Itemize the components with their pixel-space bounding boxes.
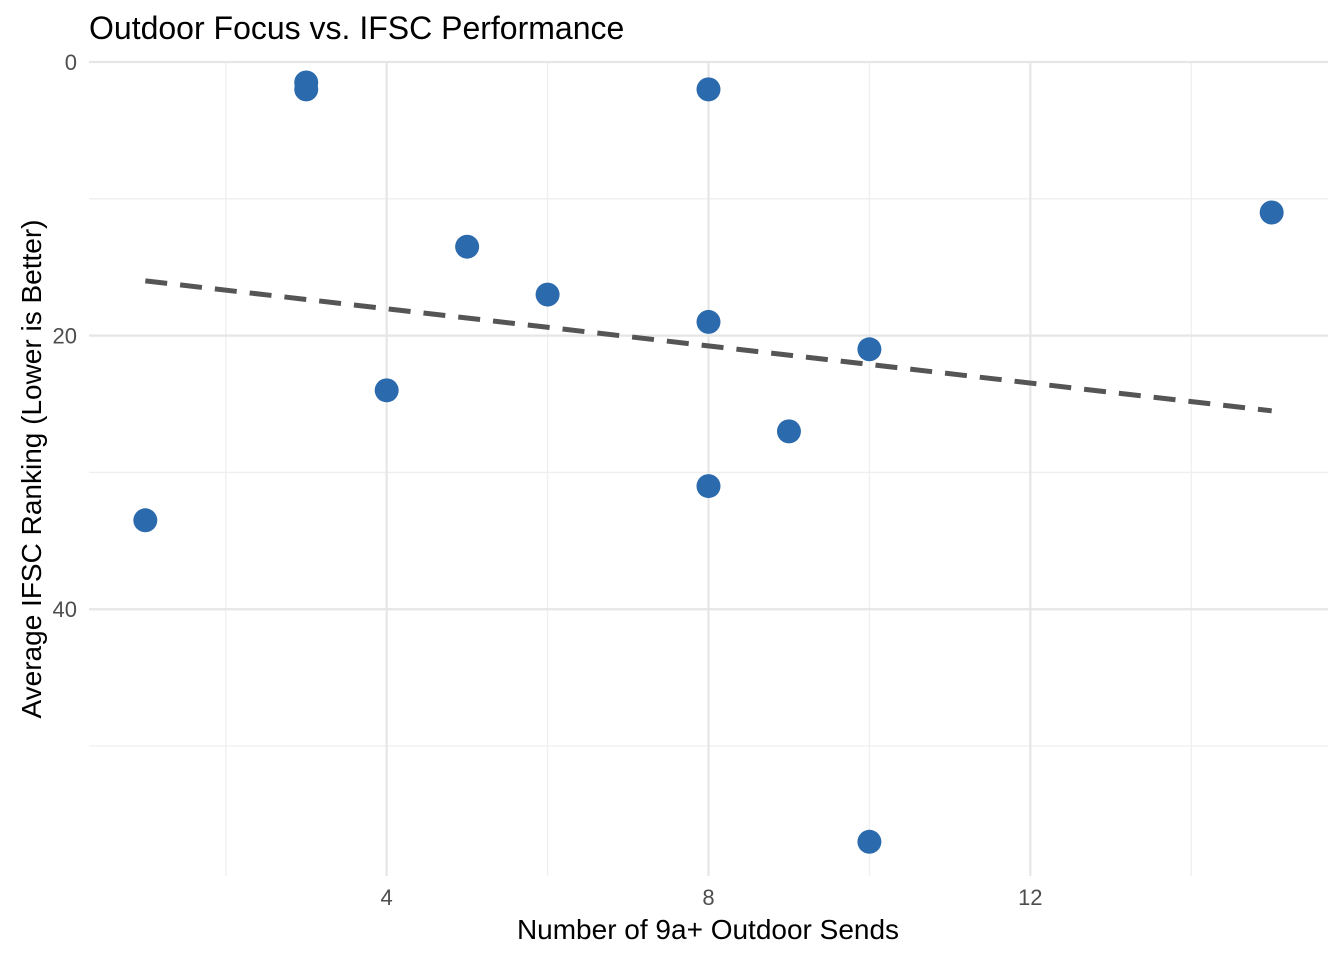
x-tick-label: 12 bbox=[1018, 885, 1042, 910]
data-point bbox=[696, 77, 721, 102]
y-axis-label: Average IFSC Ranking (Lower is Better) bbox=[16, 219, 47, 718]
data-point bbox=[294, 77, 319, 102]
data-point bbox=[1259, 200, 1284, 225]
data-point bbox=[857, 829, 882, 854]
y-tick-labels: 0 20 40 bbox=[53, 50, 77, 622]
chart-title: Outdoor Focus vs. IFSC Performance bbox=[89, 10, 624, 46]
x-axis-label: Number of 9a+ Outdoor Sends bbox=[517, 914, 899, 945]
x-tick-labels: 4 8 12 bbox=[381, 885, 1043, 910]
trend-line-group bbox=[145, 278, 1272, 414]
data-point bbox=[696, 474, 721, 499]
x-tick-label: 8 bbox=[702, 885, 714, 910]
trend-line bbox=[145, 278, 1272, 414]
grid-lines bbox=[89, 60, 1328, 876]
y-tick-label: 0 bbox=[65, 50, 77, 75]
data-point bbox=[776, 419, 801, 444]
data-point bbox=[696, 309, 721, 334]
data-points bbox=[133, 70, 1284, 854]
x-tick-label: 4 bbox=[381, 885, 393, 910]
data-point bbox=[857, 337, 882, 362]
data-point bbox=[133, 508, 158, 533]
y-tick-label: 20 bbox=[53, 324, 77, 349]
y-tick-label: 40 bbox=[53, 597, 77, 622]
data-point bbox=[535, 282, 560, 307]
data-point bbox=[374, 378, 399, 403]
data-point bbox=[455, 234, 480, 259]
